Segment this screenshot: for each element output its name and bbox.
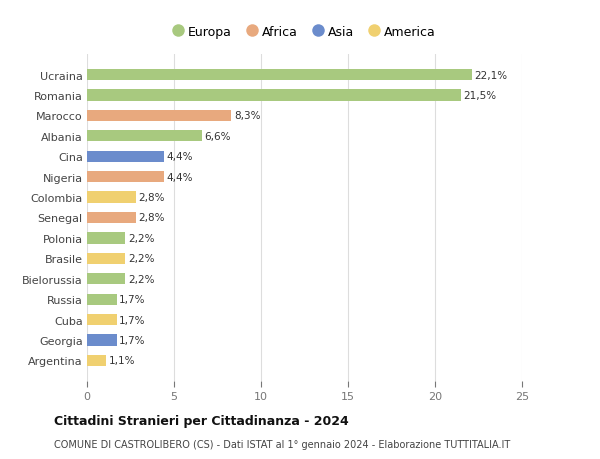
Bar (87, 90, 461, 101)
Text: 21,5%: 21,5% (464, 91, 497, 101)
Text: 2,2%: 2,2% (128, 274, 154, 284)
Bar (87, 151, 164, 162)
Bar (87, 233, 125, 244)
Text: 8,3%: 8,3% (234, 111, 260, 121)
Bar (87, 314, 116, 325)
Text: 2,2%: 2,2% (128, 233, 154, 243)
Bar (87, 335, 116, 346)
Bar (87, 192, 136, 203)
Text: 1,1%: 1,1% (109, 356, 135, 365)
Bar (87, 172, 164, 183)
Bar (87, 274, 125, 285)
Text: 1,7%: 1,7% (119, 315, 146, 325)
Text: 4,4%: 4,4% (166, 152, 193, 162)
Text: 2,2%: 2,2% (128, 254, 154, 264)
Text: 2,8%: 2,8% (139, 213, 165, 223)
Bar (87, 213, 136, 224)
Text: 1,7%: 1,7% (119, 295, 146, 304)
Text: 4,4%: 4,4% (166, 172, 193, 182)
Bar (87, 111, 232, 122)
Text: 1,7%: 1,7% (119, 335, 146, 345)
Text: 6,6%: 6,6% (205, 132, 231, 141)
Text: 22,1%: 22,1% (474, 71, 507, 80)
Bar (87, 131, 202, 142)
Text: Cittadini Stranieri per Cittadinanza - 2024: Cittadini Stranieri per Cittadinanza - 2… (54, 414, 349, 428)
Bar (87, 294, 116, 305)
Text: COMUNE DI CASTROLIBERO (CS) - Dati ISTAT al 1° gennaio 2024 - Elaborazione TUTTI: COMUNE DI CASTROLIBERO (CS) - Dati ISTAT… (54, 440, 510, 449)
Legend: Europa, Africa, Asia, America: Europa, Africa, Asia, America (173, 25, 436, 39)
Bar (87, 355, 106, 366)
Bar (87, 70, 472, 81)
Bar (87, 253, 125, 264)
Text: 2,8%: 2,8% (139, 193, 165, 203)
